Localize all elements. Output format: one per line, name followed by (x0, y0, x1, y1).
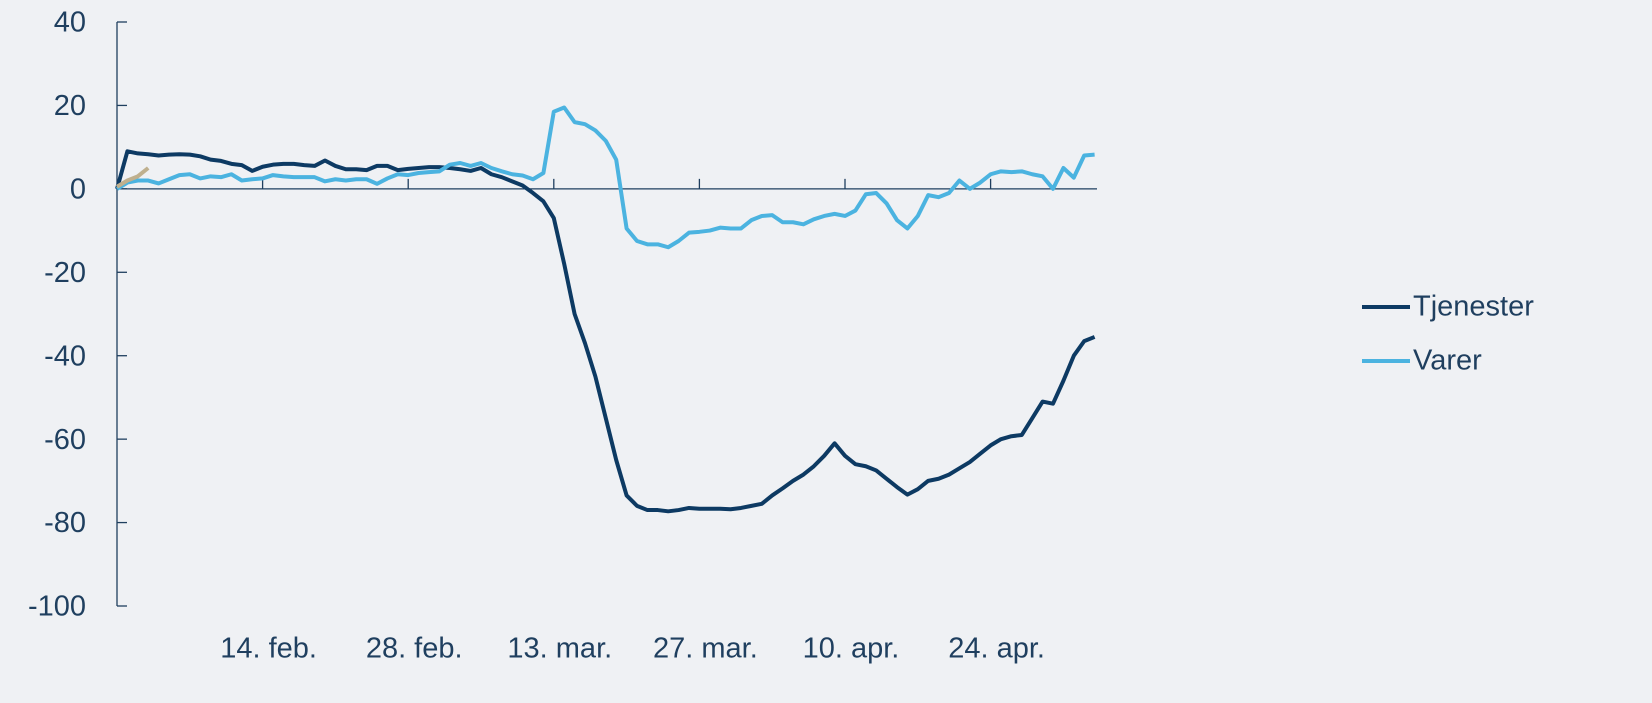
x-tick-label: 28. feb. (366, 633, 463, 665)
x-tick-label: 13. mar. (507, 633, 612, 665)
line-series (115, 166, 150, 189)
y-tick-label: 40 (54, 7, 86, 39)
legend-label: Varer (1413, 345, 1482, 377)
y-tick-label: -40 (44, 340, 86, 372)
line-series (115, 105, 1095, 250)
x-tick-label: 24. apr. (948, 633, 1045, 665)
y-tick-label: -20 (44, 257, 86, 289)
y-tick-label: -100 (28, 591, 86, 623)
y-tick-label: -80 (44, 507, 86, 539)
legend-label: Tjenester (1413, 291, 1534, 323)
x-tick-label: 10. apr. (803, 633, 900, 665)
x-tick-label: 14. feb. (220, 633, 317, 665)
y-tick-label: 20 (54, 90, 86, 122)
y-tick-label: -60 (44, 424, 86, 456)
y-tick-label: 0 (70, 174, 86, 206)
x-tick-label: 27. mar. (653, 633, 758, 665)
line-series (115, 149, 1096, 514)
